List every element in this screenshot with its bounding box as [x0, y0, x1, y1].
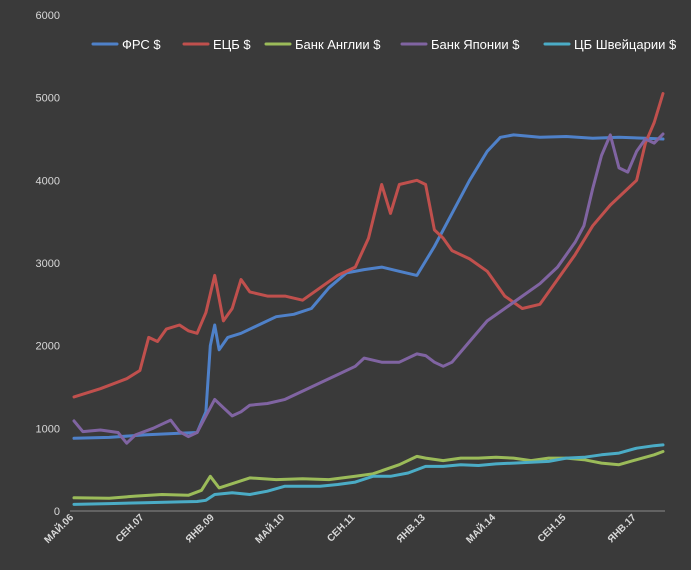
legend-label: ЕЦБ $	[213, 37, 251, 52]
y-tick-label: 2000	[36, 341, 60, 353]
legend-label: Банк Японии $	[431, 37, 520, 52]
legend-label: ЦБ Швейцарии $	[574, 37, 677, 52]
y-tick-label: 4000	[36, 175, 60, 187]
y-tick-label: 3000	[36, 258, 60, 270]
y-axis: 0 1000 2000 3000 4000 5000 6000	[36, 10, 60, 518]
series-lines	[72, 92, 665, 506]
series-line-4	[72, 443, 665, 506]
y-tick-label: 6000	[36, 10, 60, 22]
legend-label: Банк Англии $	[295, 37, 381, 52]
y-tick-label: 5000	[36, 93, 60, 105]
legend-label: ФРС $	[122, 37, 161, 52]
series-line-3	[72, 132, 665, 445]
y-tick-label: 0	[54, 506, 60, 518]
series-line-2	[72, 450, 665, 500]
y-tick-label: 1000	[36, 423, 60, 435]
series-line-1	[72, 92, 665, 399]
legend: ФРС $ ЕЦБ $ Банк Англии $ Банк Японии $ ЦБ Ш…	[91, 37, 677, 52]
